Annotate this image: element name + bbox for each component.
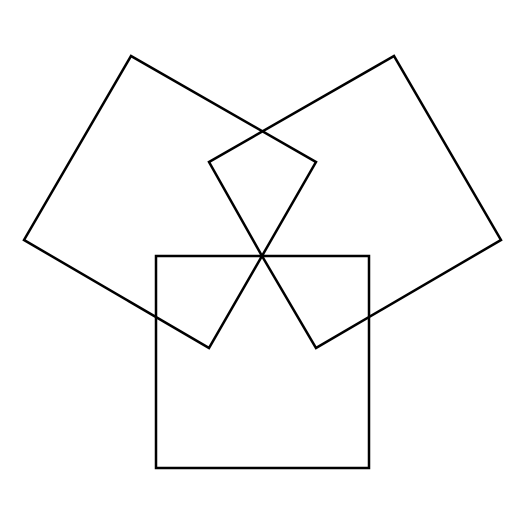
- left-rotated-square: [22, 54, 318, 350]
- bottom-square: [154, 254, 371, 470]
- right-rotated-square: [207, 54, 503, 350]
